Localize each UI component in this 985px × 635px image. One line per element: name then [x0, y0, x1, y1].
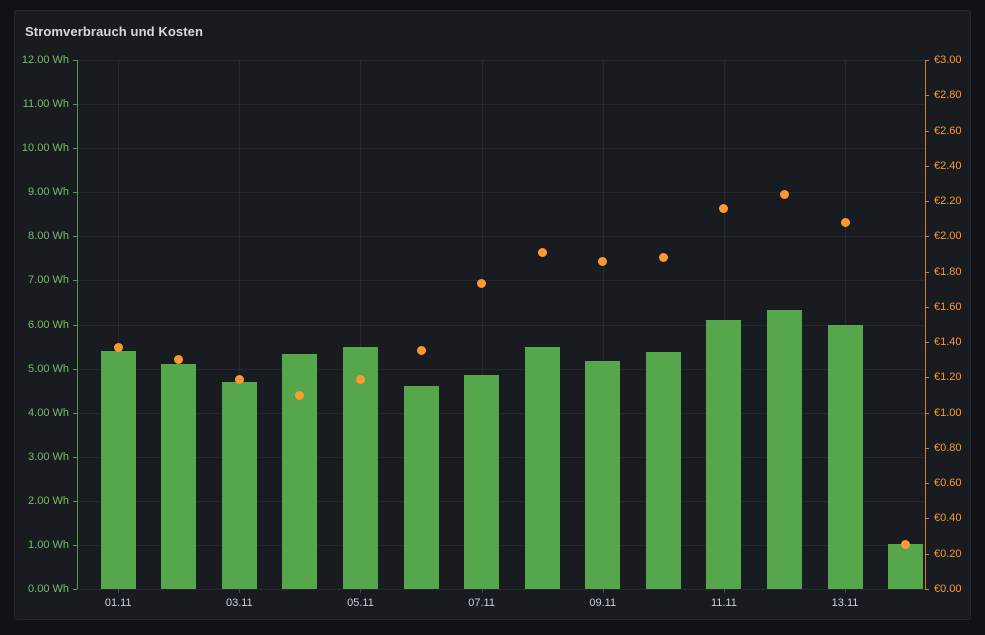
bar-06.11[interactable] — [404, 386, 439, 589]
x-axis-tick — [603, 589, 604, 593]
left-axis-tick-label: 11.00 Wh — [15, 98, 69, 110]
panel-stromverbrauch-und-kosten: Stromverbrauch und Kosten 0.00 Wh1.00 Wh… — [14, 10, 971, 620]
x-axis-tick-label: 05.11 — [328, 597, 392, 610]
right-axis-tick-label: €1.60 — [934, 301, 985, 313]
right-axis-tick-label: €2.20 — [934, 195, 985, 207]
right-axis-tick-label: €0.00 — [934, 583, 985, 595]
x-axis-tick-label: 09.11 — [571, 597, 635, 610]
right-axis-tick-label: €2.00 — [934, 230, 985, 242]
right-axis-tick-label: €2.40 — [934, 160, 985, 172]
gridline-horizontal — [77, 60, 925, 61]
bar-08.11[interactable] — [525, 347, 560, 589]
left-axis-tick-label: 3.00 Wh — [15, 451, 69, 463]
x-axis-tick — [239, 589, 240, 593]
right-axis-line — [925, 60, 926, 589]
bar-12.11[interactable] — [767, 310, 802, 589]
left-axis-tick-label: 10.00 Wh — [15, 142, 69, 154]
x-axis-tick-label: 01.11 — [86, 597, 150, 610]
bar-02.11[interactable] — [161, 364, 196, 589]
point-04.11[interactable] — [295, 391, 304, 400]
x-axis-tick-label: 13.11 — [813, 597, 877, 610]
x-axis-tick — [482, 589, 483, 593]
point-12.11[interactable] — [780, 190, 789, 199]
point-09.11[interactable] — [598, 257, 607, 266]
bar-01.11[interactable] — [101, 351, 136, 589]
point-06.11[interactable] — [417, 346, 426, 355]
x-axis-tick — [845, 589, 846, 593]
left-axis-tick-label: 5.00 Wh — [15, 363, 69, 375]
point-11.11[interactable] — [719, 204, 728, 213]
gridline-horizontal — [77, 148, 925, 149]
point-05.11[interactable] — [356, 375, 365, 384]
x-axis-tick-label: 11.11 — [692, 597, 756, 610]
right-axis-tick-label: €1.20 — [934, 371, 985, 383]
chart-area: 0.00 Wh 1.00 Wh 2.00 Wh 3.00 Wh 4.00 Wh 5.00 … — [15, 11, 970, 619]
left-axis-tick-label: 1.00 Wh — [15, 539, 69, 551]
left-axis-tick-label: 0.00 Wh — [15, 583, 69, 595]
gridline-horizontal — [77, 192, 925, 193]
bar-07.11[interactable] — [464, 375, 499, 589]
left-axis-tick-label: 6.00 Wh — [15, 319, 69, 331]
point-08.11[interactable] — [538, 248, 547, 257]
left-axis-tick-label: 12.00 Wh — [15, 54, 69, 66]
left-axis-tick-label: 2.00 Wh — [15, 495, 69, 507]
gridline-horizontal — [77, 236, 925, 237]
x-axis-tick — [360, 589, 361, 593]
point-07.11[interactable] — [477, 279, 486, 288]
right-axis-tick-label: €1.40 — [934, 336, 985, 348]
left-axis-line — [77, 60, 78, 589]
x-axis-tick-label: 07.11 — [450, 597, 514, 610]
right-axis-tick — [925, 589, 929, 590]
left-axis-tick-label: 4.00 Wh — [15, 407, 69, 419]
right-axis-tick-label: €0.20 — [934, 548, 985, 560]
bar-14.11[interactable] — [888, 544, 923, 589]
bar-11.11[interactable] — [706, 320, 741, 589]
bar-10.11[interactable] — [646, 352, 681, 589]
gridline-horizontal — [77, 280, 925, 281]
x-axis-tick — [118, 589, 119, 593]
bar-13.11[interactable] — [828, 325, 863, 589]
dashboard-background: Stromverbrauch und Kosten 0.00 Wh1.00 Wh… — [0, 0, 985, 635]
right-axis-tick-label: €3.00 — [934, 54, 985, 66]
bar-03.11[interactable] — [222, 382, 257, 589]
x-axis-tick — [724, 589, 725, 593]
left-axis-tick-label: 9.00 Wh — [15, 186, 69, 198]
right-axis-tick-label: €0.40 — [934, 512, 985, 524]
bar-09.11[interactable] — [585, 361, 620, 589]
point-10.11[interactable] — [659, 253, 668, 262]
gridline-horizontal — [77, 104, 925, 105]
right-axis-tick-label: €2.80 — [934, 89, 985, 101]
bar-04.11[interactable] — [282, 354, 317, 589]
gridline-horizontal — [77, 589, 925, 590]
right-axis-tick-label: €1.80 — [934, 266, 985, 278]
right-axis-tick-label: €0.80 — [934, 442, 985, 454]
right-axis-tick-label: €0.60 — [934, 477, 985, 489]
left-axis-tick — [73, 589, 77, 590]
right-axis-tick-label: €2.60 — [934, 125, 985, 137]
point-13.11[interactable] — [841, 218, 850, 227]
point-03.11[interactable] — [235, 375, 244, 384]
x-axis-tick-label: 03.11 — [207, 597, 271, 610]
left-axis-tick-label: 8.00 Wh — [15, 230, 69, 242]
right-axis-tick-label: €1.00 — [934, 407, 985, 419]
point-01.11[interactable] — [114, 343, 123, 352]
left-axis-tick-label: 7.00 Wh — [15, 274, 69, 286]
